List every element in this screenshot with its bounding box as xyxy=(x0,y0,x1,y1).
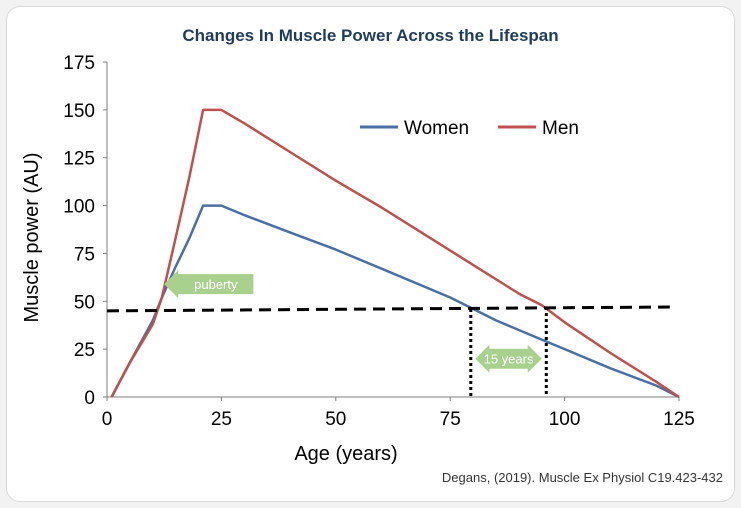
x-tick-label: 75 xyxy=(440,409,461,430)
y-tick-label: 150 xyxy=(63,101,95,122)
legend-label-women: Women xyxy=(404,118,469,139)
y-axis-label: Muscle power (AU) xyxy=(21,152,43,322)
y-tick-label: 75 xyxy=(74,244,95,265)
x-tick-label: 25 xyxy=(211,409,232,430)
x-tick-label: 0 xyxy=(102,409,113,430)
x-tick-label: 125 xyxy=(663,409,695,430)
source-citation: Degans, (2019). Muscle Ex Physiol C19.42… xyxy=(441,470,723,485)
y-tick-label: 0 xyxy=(84,388,95,409)
series-line-women xyxy=(110,204,680,399)
y-tick-label: 125 xyxy=(63,149,95,170)
chart-card xyxy=(6,6,735,502)
legend-label-men: Men xyxy=(542,118,579,139)
annotation-label: 15 years xyxy=(484,352,534,367)
chart-title: Changes In Muscle Power Across the Lifes… xyxy=(182,26,559,45)
x-tick-label: 50 xyxy=(325,409,346,430)
x-tick-label: 100 xyxy=(549,409,581,430)
y-tick-label: 100 xyxy=(63,197,95,218)
annotation-arrow-2 xyxy=(475,344,542,373)
series-line-men xyxy=(110,108,680,399)
x-axis-label: Age (years) xyxy=(294,443,397,465)
y-tick-label: 50 xyxy=(74,292,95,313)
threshold-dashed-line xyxy=(106,305,670,313)
annotation-arrow-1 xyxy=(164,270,254,299)
y-tick-label: 175 xyxy=(63,53,95,74)
annotation-label: puberty xyxy=(194,277,238,292)
y-tick-label: 25 xyxy=(74,340,95,361)
